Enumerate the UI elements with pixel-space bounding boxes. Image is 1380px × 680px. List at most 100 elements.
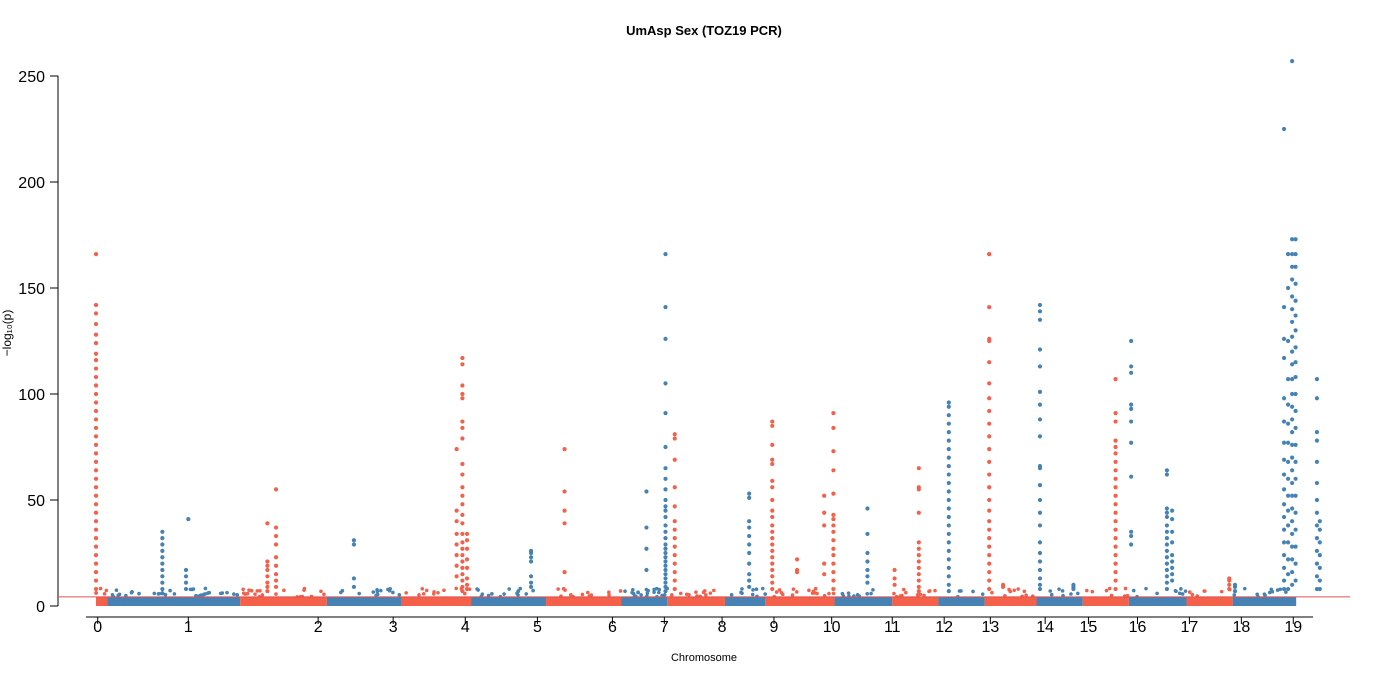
snp-point — [770, 442, 775, 447]
snp-point — [770, 485, 775, 490]
snp-point — [1113, 444, 1118, 450]
x-tick-label: 16 — [1129, 619, 1147, 636]
snp-point — [460, 362, 465, 367]
snp-point — [770, 497, 775, 503]
snp-point — [987, 408, 992, 414]
snp-point — [1071, 586, 1076, 592]
snp-point — [916, 510, 921, 515]
snp-point — [160, 542, 165, 547]
snp-point — [946, 489, 951, 494]
snp-point — [916, 572, 921, 577]
x-tick-label: 11 — [884, 619, 901, 636]
snp-point — [1290, 377, 1295, 382]
chromosome-band-12 — [892, 596, 939, 606]
snp-point — [1314, 480, 1320, 486]
snp-point — [273, 533, 279, 539]
snp-point — [663, 487, 668, 492]
snp-point — [1164, 567, 1170, 573]
chromosome-band-5 — [471, 596, 547, 606]
snp-point — [831, 491, 836, 496]
snp-point — [528, 580, 534, 585]
snp-point — [1293, 360, 1298, 365]
snp-point — [1293, 251, 1298, 257]
snp-point — [1281, 586, 1287, 592]
snp-point — [987, 459, 992, 464]
snp-point — [528, 584, 534, 590]
snp-point — [916, 546, 921, 551]
snp-point — [607, 593, 611, 597]
snp-point — [160, 567, 165, 573]
snp-point — [1000, 584, 1006, 590]
snp-point — [1317, 519, 1322, 524]
snp-point — [1290, 307, 1295, 312]
snp-point — [183, 580, 189, 585]
snp-point — [253, 592, 257, 596]
snp-point — [454, 531, 459, 537]
snp-point — [747, 525, 752, 530]
snp-point — [1285, 459, 1291, 464]
snp-point — [987, 544, 992, 549]
snp-point — [1281, 472, 1287, 477]
snp-point — [747, 519, 752, 524]
snp-point — [1037, 576, 1043, 581]
snp-point — [1293, 391, 1298, 397]
snp-point — [1281, 396, 1287, 401]
snp-point — [770, 478, 775, 484]
chromosome-band-15 — [1036, 596, 1083, 606]
snp-point — [273, 542, 279, 547]
snp-point — [93, 485, 99, 490]
snp-point — [387, 588, 392, 593]
snp-point — [916, 578, 921, 583]
snp-point — [1290, 442, 1295, 447]
snp-point — [672, 485, 677, 490]
snp-point — [93, 251, 99, 257]
snp-point — [1293, 374, 1298, 380]
snp-point — [672, 519, 677, 524]
snp-point — [235, 593, 240, 597]
snp-point — [93, 561, 99, 566]
snp-point — [1129, 402, 1134, 407]
chromosome-band-14 — [984, 596, 1037, 606]
snp-point — [432, 590, 436, 594]
snp-point — [770, 586, 775, 592]
snp-point — [1113, 419, 1118, 424]
snp-point — [580, 592, 585, 597]
snp-point — [1285, 476, 1291, 481]
snp-point — [160, 586, 165, 592]
snp-point — [971, 589, 975, 594]
snp-point — [1109, 593, 1114, 598]
snp-point — [831, 449, 836, 454]
snp-point — [663, 336, 668, 341]
snp-point — [1164, 523, 1170, 528]
snp-point — [460, 572, 465, 577]
snp-point — [846, 591, 851, 596]
snp-point — [1164, 561, 1170, 566]
snp-point — [374, 593, 378, 598]
snp-point — [442, 588, 446, 593]
snp-point — [490, 592, 494, 596]
snp-point — [203, 586, 208, 591]
snp-point — [916, 589, 921, 594]
snp-point — [1232, 593, 1237, 597]
snp-point — [93, 321, 99, 327]
snp-point — [751, 588, 755, 592]
snp-point — [831, 516, 836, 522]
snp-point — [1164, 468, 1170, 473]
snp-point — [946, 557, 951, 562]
snp-point — [454, 508, 459, 513]
snp-point — [1037, 302, 1043, 308]
snp-point — [1314, 523, 1320, 528]
snp-point — [1285, 421, 1291, 426]
snp-point — [1290, 417, 1295, 422]
snp-point — [1113, 468, 1118, 473]
snp-point — [1314, 574, 1320, 579]
snp-point — [831, 578, 836, 583]
snp-point — [93, 417, 99, 422]
snp-point — [265, 589, 270, 594]
snp-point — [1129, 529, 1134, 534]
snp-point — [1057, 587, 1061, 591]
snp-point — [1037, 523, 1043, 528]
snp-point — [507, 587, 511, 591]
snp-point — [1285, 508, 1291, 513]
snp-point — [822, 561, 827, 566]
